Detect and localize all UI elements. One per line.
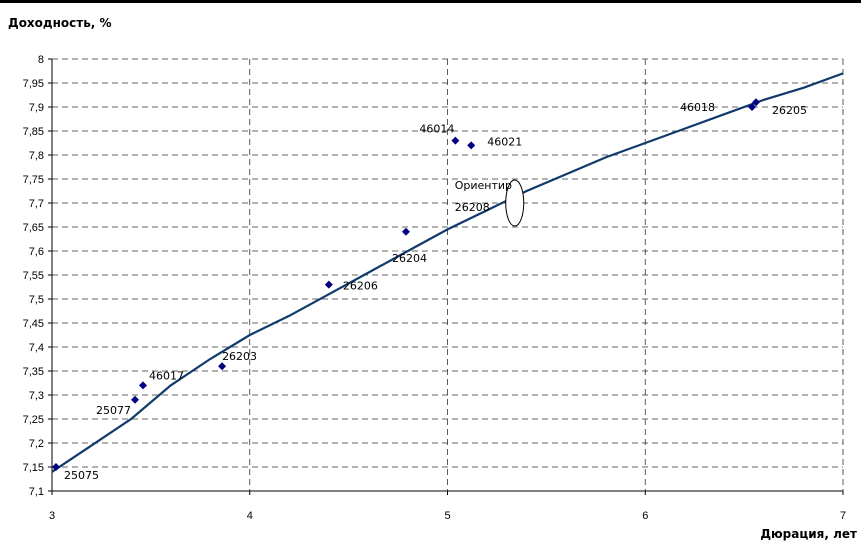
- y-tick-label: 7,5: [29, 294, 44, 306]
- yield-curve-line: [51, 72, 844, 473]
- bond-label-26204: 26204: [392, 252, 427, 265]
- y-tick-label: 7,85: [23, 126, 44, 138]
- x-tick-label: 7: [840, 510, 846, 522]
- bond-point-26206: [324, 280, 333, 289]
- x-tick-label: 3: [49, 510, 55, 522]
- y-tick-label: 7,65: [23, 222, 44, 234]
- bond-point-46014: [451, 136, 460, 145]
- y-tick-label: 7,8: [29, 150, 44, 162]
- y-tick-label: 7,35: [23, 366, 44, 378]
- bond-label-25077: 25077: [96, 404, 131, 417]
- y-tick-label: 7,6: [29, 246, 44, 258]
- bond-point-26203: [218, 362, 227, 371]
- bond-label-26206: 26206: [343, 280, 378, 293]
- y-tick-label: 7,2: [29, 438, 44, 450]
- benchmark-bond-label: 26208: [455, 201, 490, 214]
- bond-point-26204: [401, 227, 410, 236]
- bond-label-46017: 46017: [149, 369, 184, 382]
- y-tick-label: 8: [38, 54, 44, 66]
- bond-label-25075: 25075: [64, 469, 99, 482]
- x-axis-title: Дюрация, лет: [760, 527, 857, 541]
- bond-label-26203: 26203: [222, 350, 257, 363]
- y-tick-label: 7,3: [29, 390, 44, 402]
- benchmark-title: Ориентир: [455, 179, 512, 192]
- y-tick-label: 7,75: [23, 174, 44, 186]
- bond-label-26205: 26205: [772, 104, 807, 117]
- y-tick-label: 7,15: [23, 462, 44, 474]
- bond-point-25075: [51, 463, 60, 471]
- benchmark-ellipse: [505, 179, 525, 227]
- y-tick-label: 7,7: [29, 198, 44, 210]
- top-rule: [0, 0, 861, 3]
- y-tick-label: 7,4: [29, 342, 44, 354]
- bond-point-46017: [138, 381, 147, 390]
- x-tick-label: 5: [444, 510, 450, 522]
- y-tick-label: 7,95: [23, 78, 44, 90]
- y-axis-title: Доходность, %: [8, 16, 112, 30]
- x-tick-label: 6: [642, 510, 648, 522]
- y-tick-label: 7,1: [29, 486, 44, 498]
- x-tick-label: 4: [247, 510, 253, 522]
- bond-point-46018: [748, 103, 757, 111]
- bond-point-46021: [467, 141, 476, 150]
- bond-label-46014: 46014: [419, 123, 454, 136]
- bond-label-46018: 46018: [680, 101, 715, 114]
- y-tick-label: 7,25: [23, 414, 44, 426]
- bond-label-46021: 46021: [487, 135, 522, 148]
- y-tick-label: 7,9: [29, 102, 44, 114]
- bond-point-25077: [131, 395, 140, 404]
- bond-point-26205: [751, 98, 760, 107]
- y-tick-label: 7,45: [23, 318, 44, 330]
- y-tick-label: 7,55: [23, 270, 44, 282]
